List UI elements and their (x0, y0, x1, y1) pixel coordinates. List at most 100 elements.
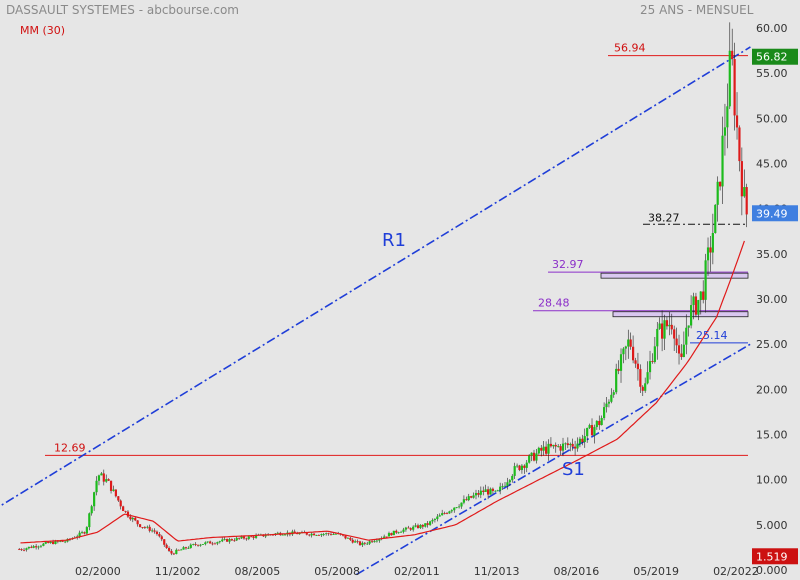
candle-body (368, 541, 371, 544)
candle-body (723, 127, 727, 136)
candle-body (590, 425, 594, 436)
candle-body (632, 346, 635, 361)
candle-body (245, 538, 248, 540)
candle-body (233, 540, 236, 542)
candle-body (627, 339, 630, 347)
candle-body (711, 233, 714, 253)
candle-body (143, 527, 146, 528)
candle-body (501, 486, 504, 487)
candle-body (615, 368, 618, 393)
candle-body (511, 475, 514, 481)
candle-body (327, 533, 330, 535)
candle-body (199, 544, 202, 546)
candle-body (281, 534, 284, 536)
candle-body (673, 329, 676, 339)
candle-body (293, 531, 296, 534)
candle-body (378, 538, 381, 541)
candle-body (494, 490, 497, 492)
candle-body (194, 544, 197, 545)
candle-body (448, 511, 451, 514)
candle-body (182, 547, 185, 550)
candle-body (276, 532, 279, 534)
candle-body (298, 533, 301, 535)
candle-body (146, 526, 149, 528)
candle-body (332, 534, 335, 535)
candle-body (610, 394, 613, 402)
candle-body (216, 542, 219, 544)
candle-body (61, 541, 64, 543)
candle-body (636, 363, 640, 370)
candle-body (733, 58, 736, 116)
candle-body (740, 161, 743, 197)
candle-body (586, 427, 589, 437)
candle-body (315, 535, 318, 536)
candle-body (117, 496, 120, 501)
candle-body (129, 516, 132, 520)
candle-body (175, 549, 178, 554)
candle-body (283, 534, 287, 536)
candle-body (646, 372, 649, 384)
candle-body (54, 540, 57, 544)
candle-body (141, 527, 144, 528)
candle-body (697, 300, 700, 315)
candle-body (105, 479, 108, 482)
zone-upper-box (600, 272, 749, 279)
x-date-label: 08/2005 (235, 565, 281, 578)
candle-body (134, 517, 137, 521)
candle-body (136, 520, 139, 525)
candle-body (238, 537, 241, 539)
candle-body (95, 480, 98, 493)
candle-body (460, 502, 463, 507)
candle-body (334, 533, 337, 535)
candle-body (438, 515, 441, 517)
candle-body (443, 513, 446, 514)
candle-body (581, 438, 584, 443)
current-low-label: 38.27 (648, 211, 680, 224)
candle-body (704, 260, 707, 300)
candle-body (612, 392, 615, 395)
candle-body (78, 532, 81, 537)
candle-body (211, 543, 214, 545)
candle-body (470, 496, 473, 498)
y-tick-label: 0.000 (756, 564, 788, 577)
candle-body (126, 511, 130, 517)
y-tick-label: 55.00 (756, 67, 788, 80)
candle-body (107, 479, 110, 481)
candle-body (20, 549, 23, 551)
x-date-label: 05/2019 (633, 565, 679, 578)
candle-body (385, 536, 388, 538)
candle-body (472, 495, 475, 498)
candle-body (148, 526, 151, 531)
candle-body (329, 533, 333, 535)
candle-body (709, 247, 712, 253)
candle-body (629, 339, 632, 347)
candle-body (540, 447, 543, 451)
candle-body (728, 50, 731, 107)
candle-body (544, 446, 548, 454)
tag-high: 56.82 (756, 51, 788, 64)
chart-period: 25 ANS - MENSUEL (640, 3, 754, 17)
candle-body (187, 547, 190, 549)
candle-body (35, 546, 38, 548)
candle-body (184, 547, 188, 549)
candle-body (213, 543, 217, 545)
candle-body (344, 535, 347, 539)
candle-body (223, 539, 226, 540)
candle-body (506, 482, 509, 486)
x-date-label: 11/2013 (474, 565, 520, 578)
candle-body (685, 327, 688, 345)
x-date-label: 05/2008 (314, 565, 360, 578)
candle-body (88, 513, 91, 528)
candle-body (25, 548, 28, 550)
candle-body (714, 204, 717, 234)
candle-body (690, 305, 693, 326)
candle-body (661, 323, 664, 339)
y-tick-label: 50.00 (756, 112, 788, 125)
candle-body (663, 320, 666, 339)
candle-body (240, 536, 243, 539)
candle-body (47, 542, 50, 544)
candle-body (479, 490, 482, 495)
level-label-high: 56.94 (614, 42, 646, 55)
candle-body (242, 536, 246, 539)
